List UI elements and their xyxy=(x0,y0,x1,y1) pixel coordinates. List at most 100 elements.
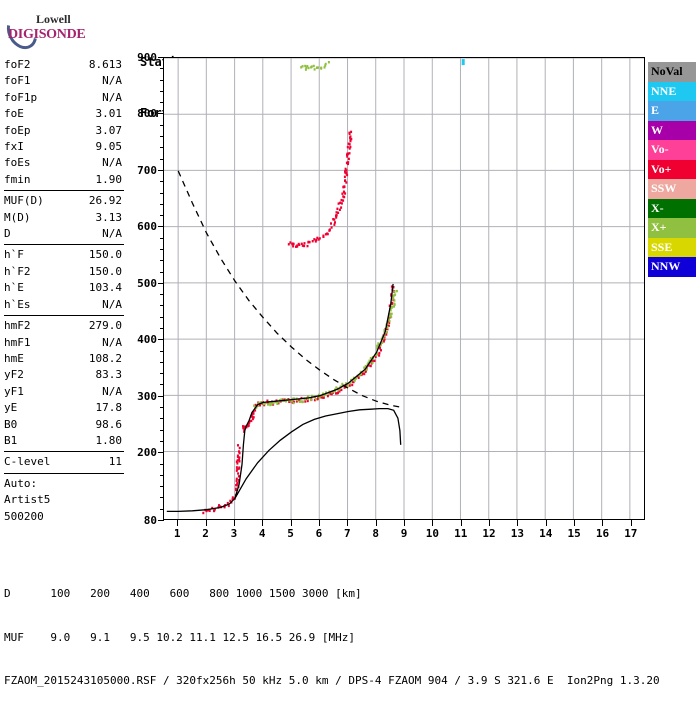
legend-item-ssw[interactable]: SSW xyxy=(648,179,696,199)
param-key: h`Es xyxy=(4,297,31,311)
x-axis-major-tick xyxy=(347,520,349,526)
param-key: B0 xyxy=(4,417,18,431)
x-axis-label-12: 12 xyxy=(482,527,496,540)
param-value: 150.0 xyxy=(88,264,122,278)
param-row-yf1: yF1 N/A xyxy=(0,384,128,400)
y-axis-minor-tick xyxy=(160,90,164,92)
legend-item-noval[interactable]: NoVal xyxy=(648,62,696,82)
y-axis-label-800: 800 xyxy=(137,107,157,121)
y-axis-minor-tick xyxy=(160,316,164,318)
y-axis-label-200: 200 xyxy=(137,446,157,460)
y-axis-minor-tick xyxy=(160,305,164,307)
param-key: hmF1 xyxy=(4,335,31,349)
legend-item-nnw[interactable]: NNW xyxy=(648,257,696,277)
logo-line-digisonde: DIGISONDE xyxy=(8,27,86,42)
param-key: B1 xyxy=(4,433,18,447)
param-separator xyxy=(4,190,124,192)
legend-item-w[interactable]: W xyxy=(648,120,696,140)
x-axis-major-tick xyxy=(177,520,179,526)
param-key: h`E xyxy=(4,281,24,295)
legend-item-sse[interactable]: SSE xyxy=(648,237,696,257)
x-axis-major-tick xyxy=(545,520,547,526)
x-axis-label-17: 17 xyxy=(624,527,638,540)
param-key: foF1 xyxy=(4,74,31,88)
legend-item-vo[interactable]: Vo+ xyxy=(648,159,696,179)
param-separator xyxy=(4,244,124,246)
y-axis-minor-tick xyxy=(160,248,164,250)
x-axis-label-11: 11 xyxy=(454,527,468,540)
x-axis-label-1: 1 xyxy=(173,527,181,540)
footer-distance-row: D 100 200 400 600 800 1000 1500 3000 [km… xyxy=(4,587,362,600)
legend-item-e[interactable]: E xyxy=(648,101,696,121)
legend-item-x[interactable]: X+ xyxy=(648,218,696,238)
x-axis-major-tick xyxy=(460,520,462,526)
param-row-fmin: fmin 1.90 xyxy=(0,172,128,188)
param-value: 8.613 xyxy=(88,58,122,71)
param-value: 11 xyxy=(108,455,122,469)
x-axis-label-6: 6 xyxy=(315,527,323,540)
param-value: 83.3 xyxy=(95,368,123,382)
x-axis-major-tick xyxy=(262,520,264,526)
auto-line-text: 500200 xyxy=(4,509,44,523)
param-separator xyxy=(4,315,124,317)
param-value: N/A xyxy=(102,227,122,241)
param-key: hmE xyxy=(4,351,24,365)
param-value: 279.0 xyxy=(88,319,122,333)
y-axis-minor-tick xyxy=(160,474,164,476)
param-key: yE xyxy=(4,401,18,415)
param-value: N/A xyxy=(102,335,122,349)
y-axis-minor-tick xyxy=(160,361,164,363)
lowell-digisonde-logo: Lowell DIGISONDE xyxy=(0,9,126,55)
param-value: N/A xyxy=(102,384,122,398)
param-value: 1.80 xyxy=(95,433,123,447)
y-axis-major-tick xyxy=(158,339,164,341)
param-key: foEp xyxy=(4,123,31,137)
y-axis-label-80: 80 xyxy=(143,514,157,527)
param-row-hme: hmE 108.2 xyxy=(0,351,128,367)
y-axis-label-600: 600 xyxy=(137,220,157,234)
ionogram-plot-area[interactable] xyxy=(163,57,645,520)
plot-data-layer xyxy=(166,59,465,515)
y-axis-major-tick xyxy=(158,282,164,284)
param-row-foe: foE 3.01 xyxy=(0,106,128,122)
param-row-fof2: foF2 8.613 xyxy=(0,57,128,73)
x-axis-major-tick xyxy=(375,520,377,526)
auto-line-text: Artist5 xyxy=(4,493,51,507)
x-axis-major-tick xyxy=(432,520,434,526)
param-key: h`F2 xyxy=(4,264,31,278)
y-axis-minor-tick xyxy=(160,181,164,183)
logo-line-lowell: Lowell xyxy=(36,12,71,26)
y-axis-minor-tick xyxy=(160,79,164,81)
legend-item-nne[interactable]: NNE xyxy=(648,81,696,101)
param-key: C-level xyxy=(4,455,51,469)
y-axis-label-300: 300 xyxy=(137,389,157,403)
y-axis-minor-tick xyxy=(160,440,164,442)
param-value: 103.4 xyxy=(88,281,122,295)
footer-muf-row: MUF 9.0 9.1 9.5 10.2 11.1 12.5 16.5 26.9… xyxy=(4,630,355,644)
y-axis-minor-tick xyxy=(160,407,164,409)
x-axis-label-2: 2 xyxy=(202,527,209,540)
y-axis-major-tick xyxy=(158,57,164,58)
param-value: 17.8 xyxy=(95,401,123,415)
x-axis-label-5: 5 xyxy=(287,527,294,540)
param-key: hmF2 xyxy=(4,319,31,333)
y-axis-minor-tick xyxy=(160,418,164,420)
x-axis-label-9: 9 xyxy=(400,527,408,540)
param-value: N/A xyxy=(102,90,122,104)
param-key: foEs xyxy=(4,156,31,170)
y-axis-minor-tick xyxy=(160,294,164,296)
param-value: 9.05 xyxy=(95,140,123,154)
auto-line-text: Auto: xyxy=(4,476,38,490)
y-axis-minor-tick xyxy=(160,136,164,138)
param-value: N/A xyxy=(102,156,122,170)
param-row-hmf1: hmF1 N/A xyxy=(0,335,128,351)
legend-item-vo[interactable]: Vo- xyxy=(648,140,696,160)
x-axis-major-tick xyxy=(205,520,207,526)
param-key: M(D) xyxy=(4,210,31,224)
x-axis-label-14: 14 xyxy=(539,527,553,540)
param-row-fof1: foF1 N/A xyxy=(0,73,128,89)
legend-item-x[interactable]: X- xyxy=(648,198,696,218)
param-key: foF2 xyxy=(4,58,31,71)
param-row-d: D N/A xyxy=(0,226,128,242)
param-row-hf: h`F 150.0 xyxy=(0,247,128,263)
